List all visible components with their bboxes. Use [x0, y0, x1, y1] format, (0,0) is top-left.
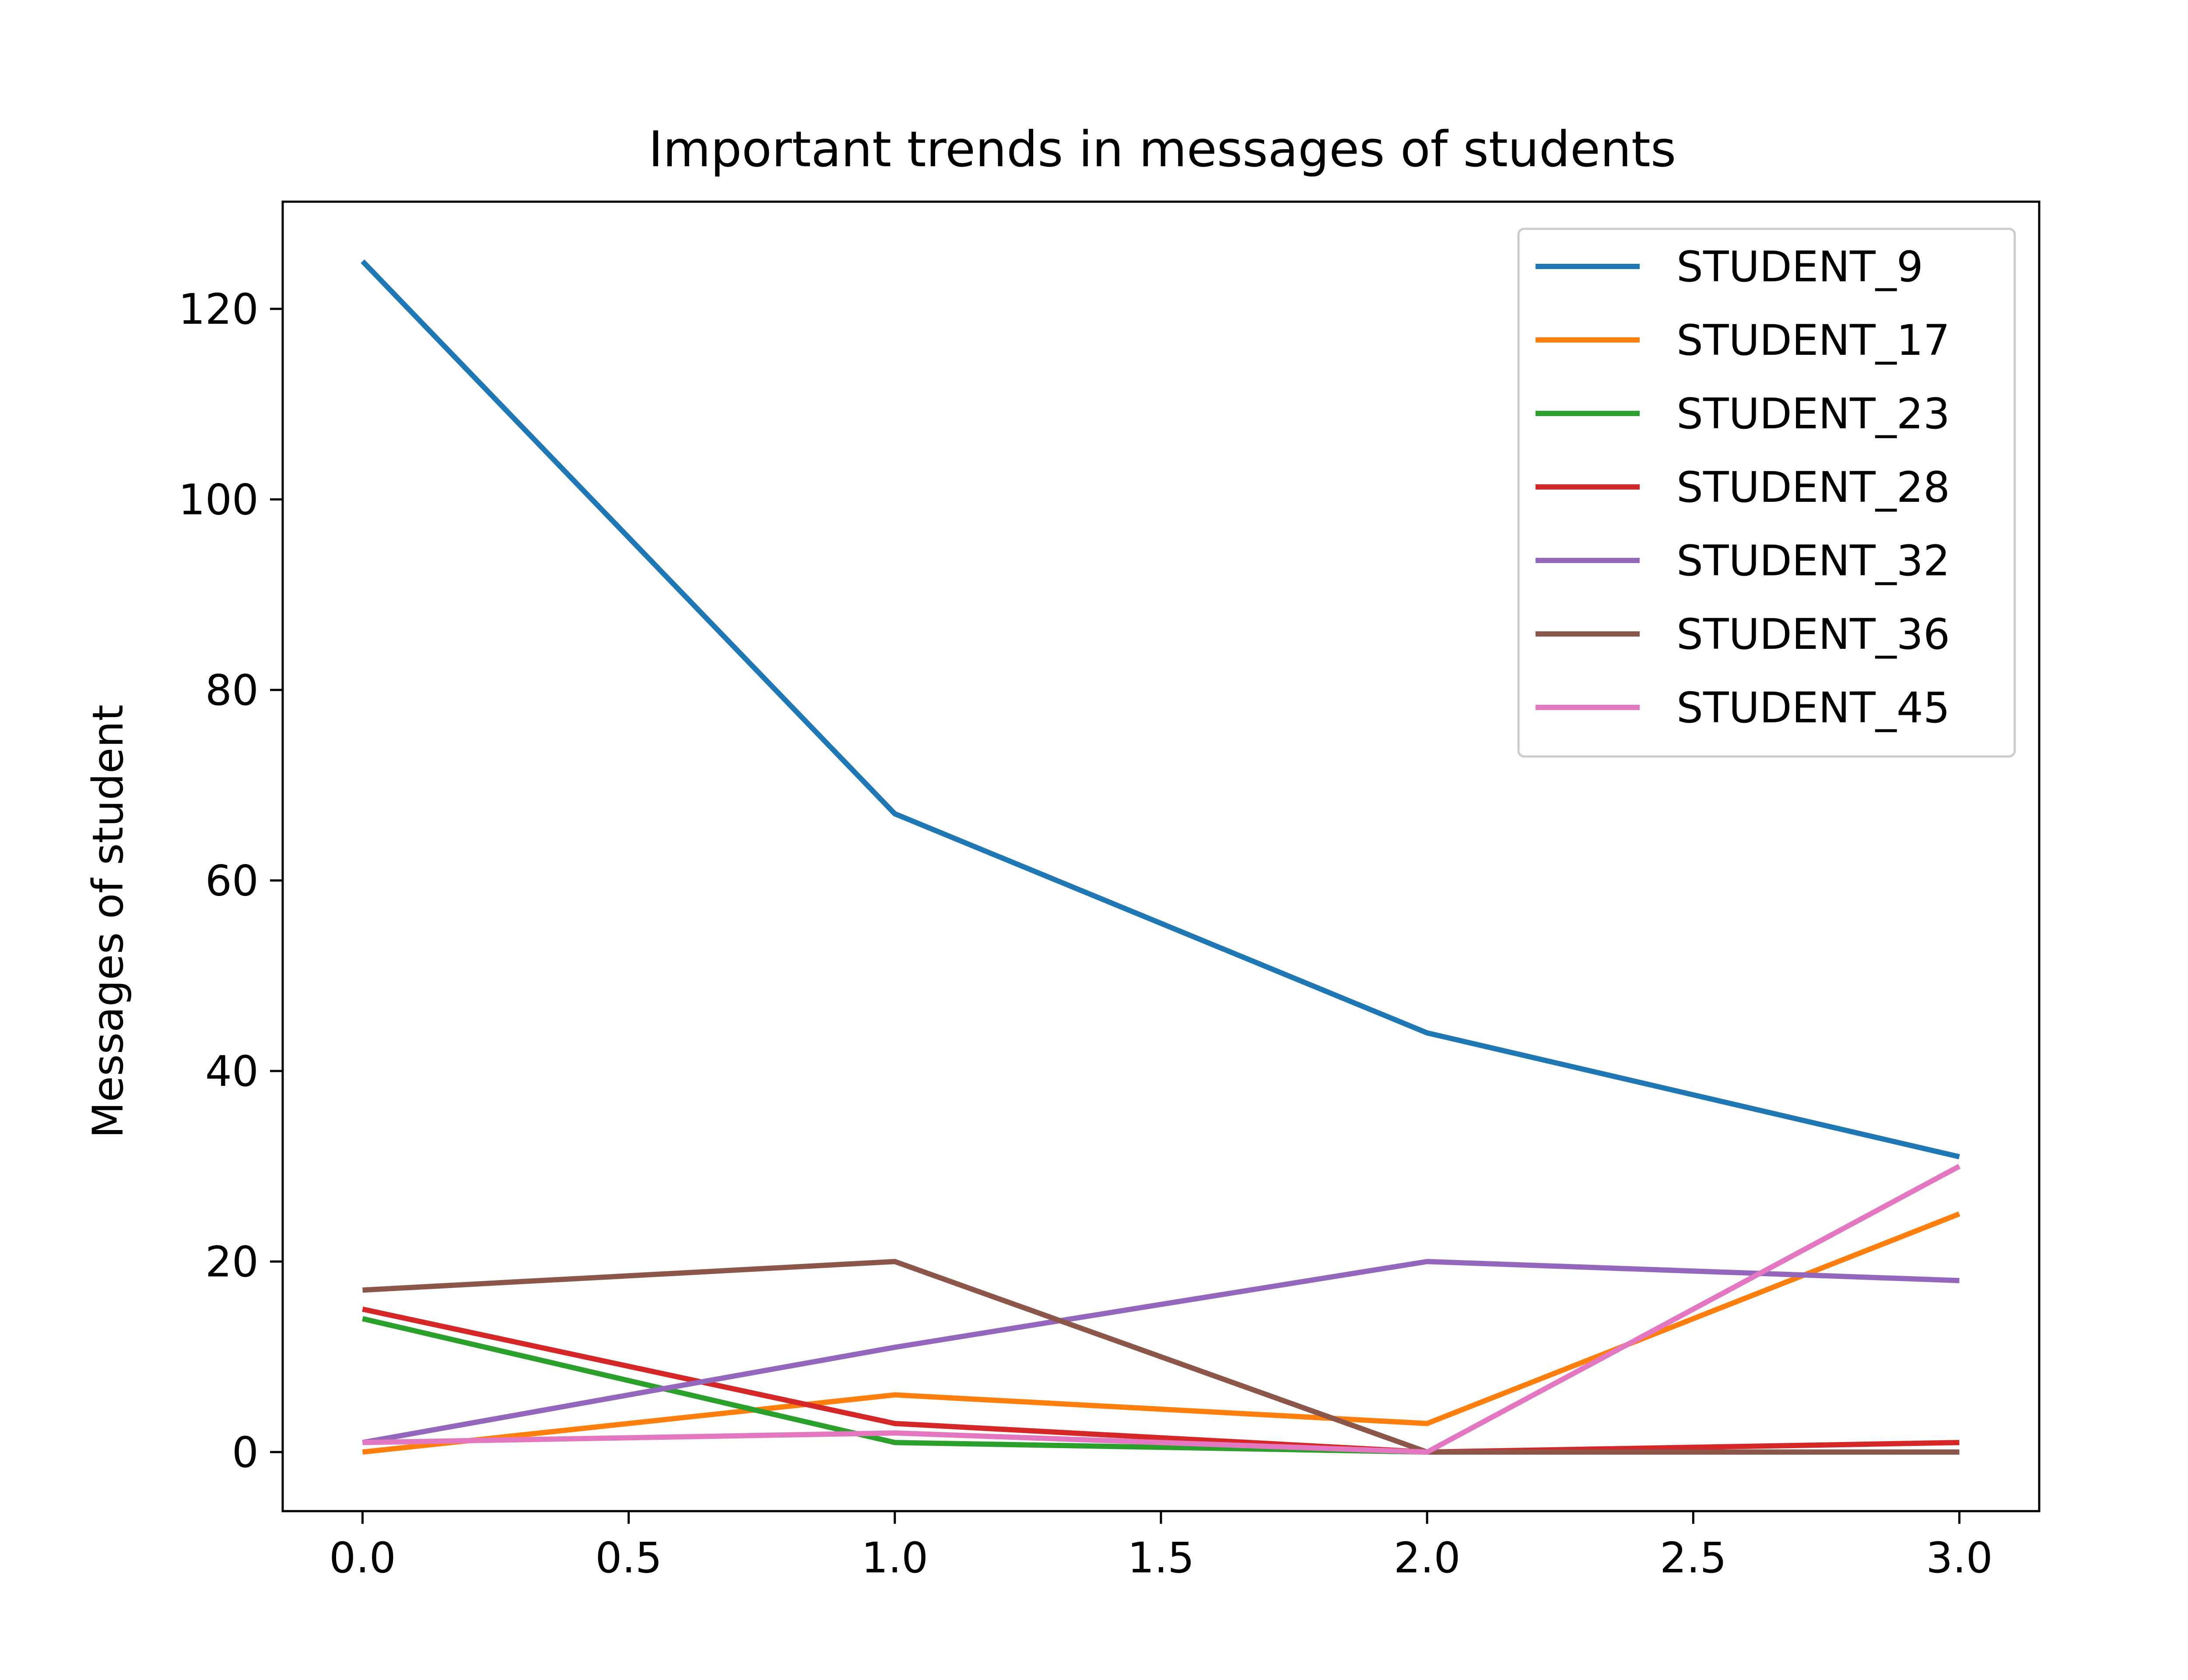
y-tick-label: 0 [232, 1428, 259, 1477]
x-tick-label: 2.5 [1660, 1533, 1727, 1582]
legend: STUDENT_9 STUDENT_17 STUDENT_23 STUDENT_28 S… [1517, 228, 2016, 758]
series-layer [361, 259, 1961, 1455]
y-tick-label: 120 [179, 285, 259, 334]
series-line-student-28 [362, 1306, 1960, 1455]
series-line-student-9 [361, 259, 1960, 1159]
legend-label: STUDENT_36 [1676, 610, 1950, 659]
series-line-student-36 [362, 1259, 1960, 1455]
legend-item: STUDENT_36 [1536, 610, 1950, 659]
y-tick-label: 80 [205, 666, 259, 715]
legend-item: STUDENT_9 [1536, 242, 1923, 291]
x-tick-label: 0.5 [595, 1533, 662, 1582]
legend-item: STUDENT_28 [1536, 463, 1950, 512]
chart-title: Important trends in messages of students [649, 121, 1676, 178]
y-tick-label: 20 [205, 1237, 259, 1286]
y-axis-label: Messages of student [84, 704, 133, 1138]
series-line-student-32 [362, 1259, 1960, 1446]
y-tick-label: 60 [205, 856, 259, 905]
x-tick-label: 1.5 [1128, 1533, 1195, 1582]
y-axis-ticks: 0 20 40 60 80 100 120 [179, 285, 283, 1477]
legend-items: STUDENT_9 STUDENT_17 STUDENT_23 STUDENT_28 S… [1536, 242, 1950, 732]
y-tick-label: 100 [179, 475, 259, 524]
y-tick-label: 40 [205, 1047, 259, 1096]
legend-item: STUDENT_23 [1536, 389, 1950, 438]
plot-area-frame [281, 200, 2041, 1512]
legend-label: STUDENT_28 [1676, 463, 1950, 512]
series-line-student-45 [362, 1164, 1961, 1455]
x-tick-label: 0.0 [329, 1533, 396, 1582]
legend-label: STUDENT_17 [1676, 316, 1950, 365]
legend-label: STUDENT_9 [1676, 242, 1923, 291]
legend-label: STUDENT_45 [1676, 683, 1950, 732]
legend-item: STUDENT_17 [1536, 316, 1950, 365]
legend-box [1517, 228, 2016, 758]
legend-item: STUDENT_45 [1536, 683, 1950, 732]
legend-label: STUDENT_32 [1676, 536, 1950, 585]
x-tick-label: 3.0 [1926, 1533, 1993, 1582]
x-tick-label: 2.0 [1394, 1533, 1461, 1582]
legend-item: STUDENT_32 [1536, 536, 1950, 585]
legend-label: STUDENT_23 [1676, 389, 1950, 438]
series-line-student-17 [362, 1211, 1960, 1455]
x-tick-label: 1.0 [861, 1533, 928, 1582]
x-axis-ticks: 0.0 0.5 1.0 1.5 2.0 2.5 3.0 [329, 1511, 1993, 1582]
